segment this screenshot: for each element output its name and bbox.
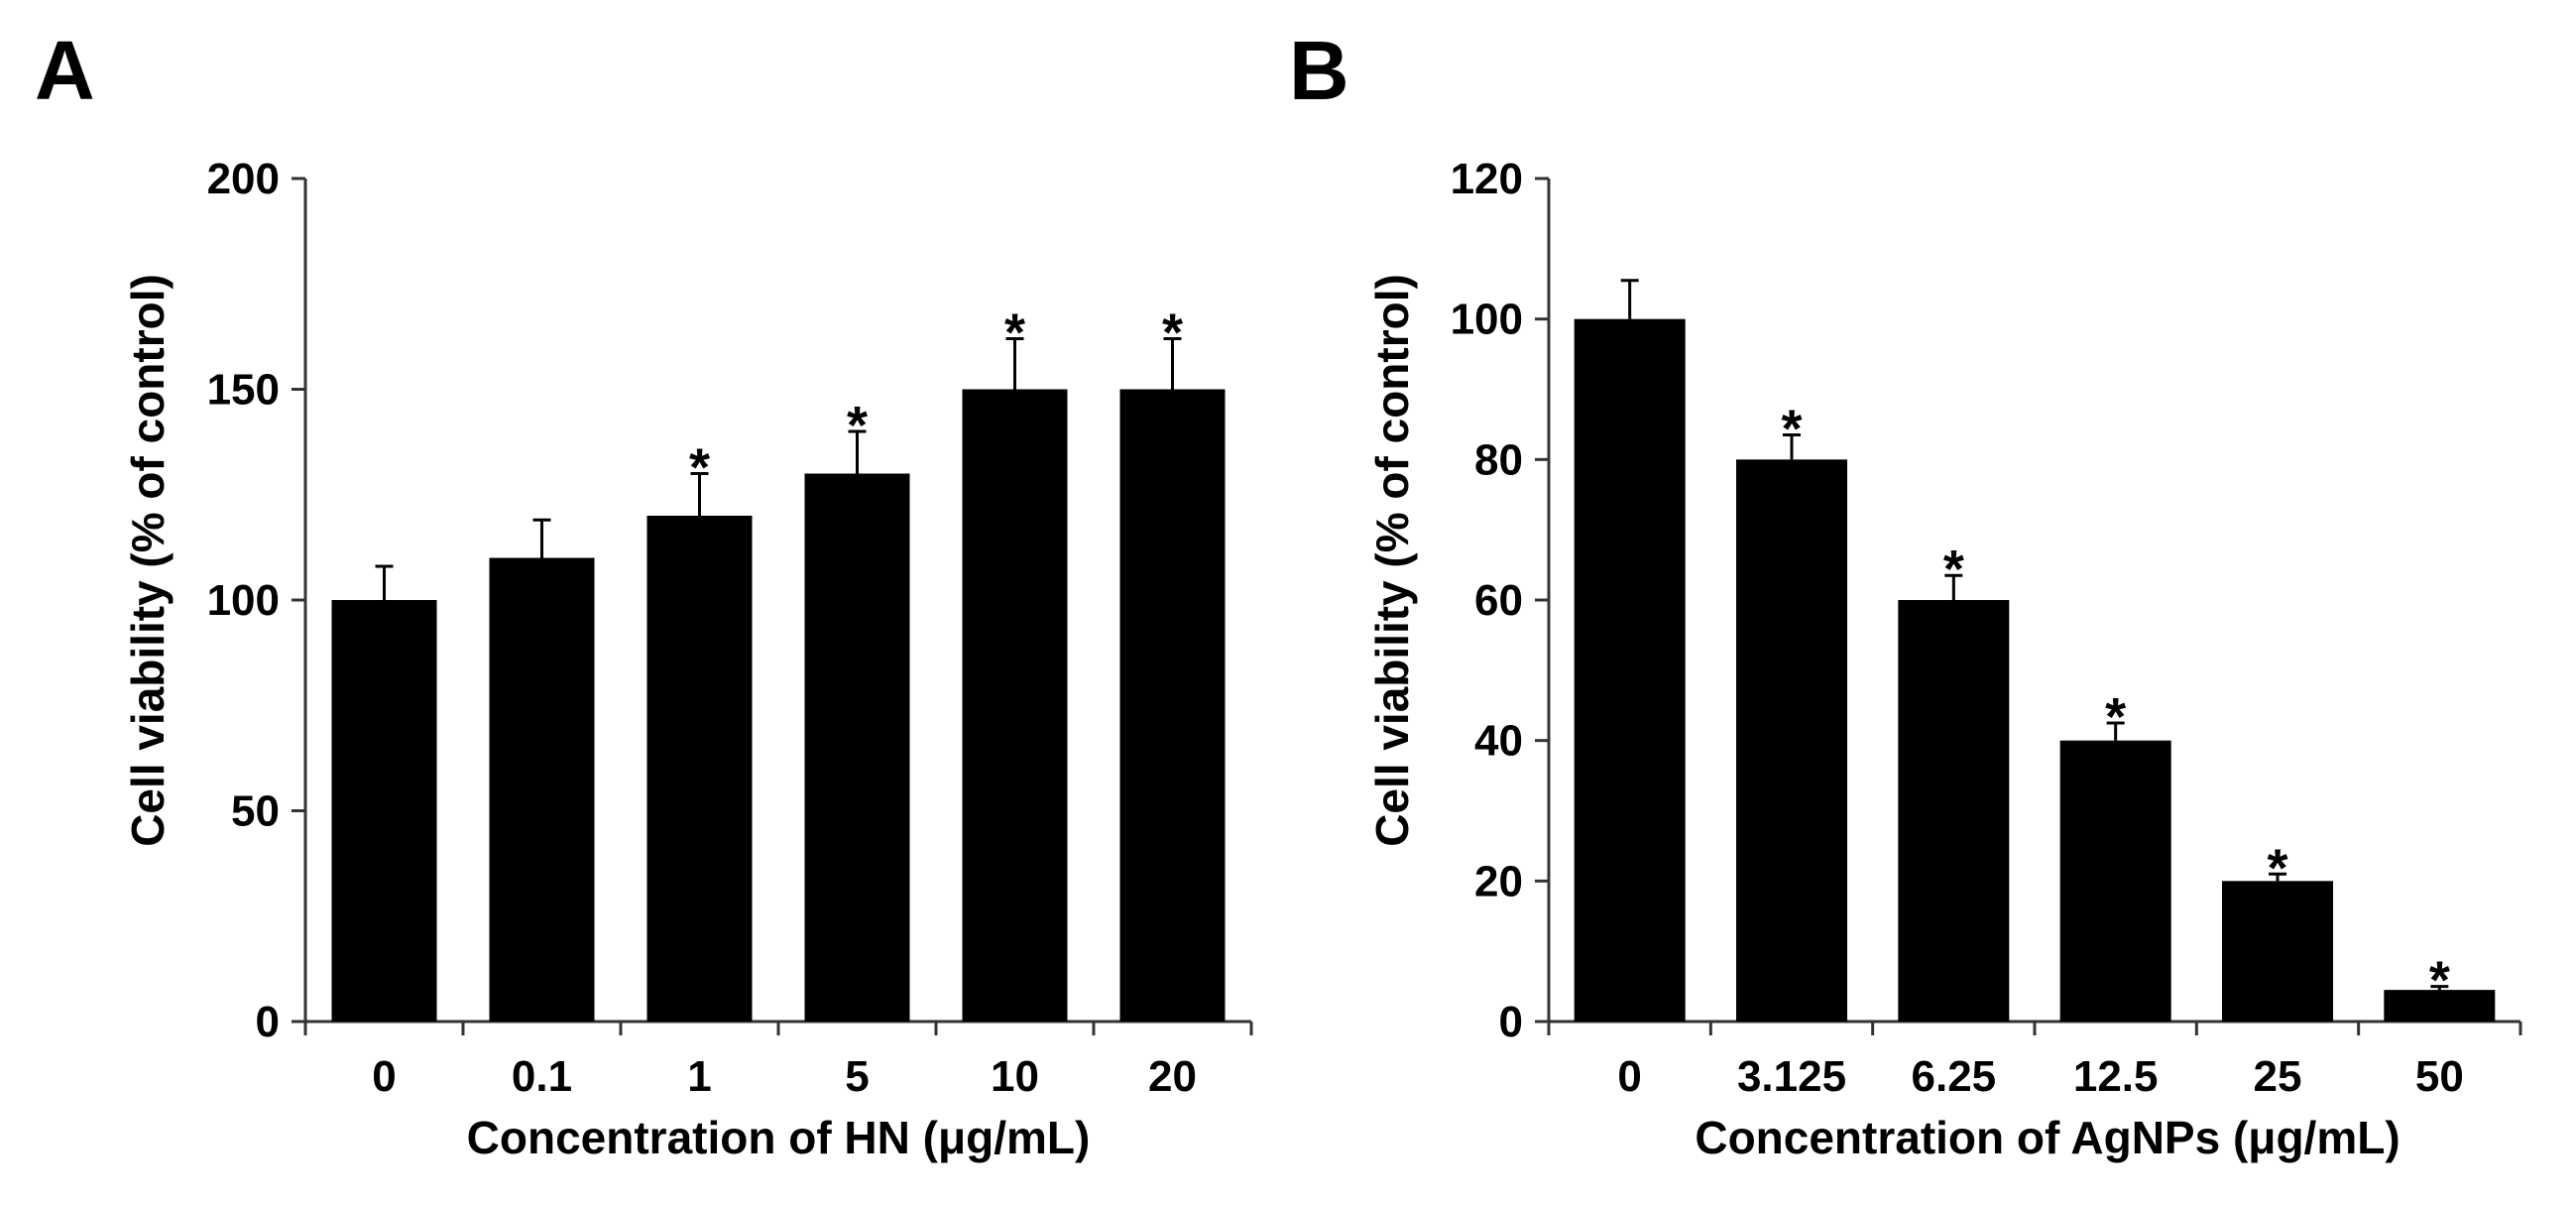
panel-b-y-tick-label: 60 — [1474, 576, 1523, 625]
panel-a-y-tick-label: 100 — [207, 576, 280, 625]
panel-a-bar — [1119, 389, 1226, 1022]
panel-b-significance-star: * — [2105, 687, 2126, 747]
panel-b-y-tick-label: 100 — [1451, 296, 1523, 344]
panel-b-x-tick-label: 12.5 — [2073, 1052, 2159, 1101]
panel-b-y-tick-label: 20 — [1474, 857, 1523, 905]
panel-b-x-tick-label: 0 — [1617, 1052, 1641, 1101]
panel-a-significance-star: * — [1162, 303, 1183, 363]
panel-a-x-tick-label: 10 — [991, 1052, 1039, 1101]
panel-b-x-tick-label: 6.25 — [1912, 1052, 1997, 1101]
panel-a-y-tick-label: 0 — [256, 998, 280, 1046]
panel-b-y-tick-label: 40 — [1474, 717, 1523, 766]
panel-a-significance-star: * — [1004, 303, 1025, 363]
panel-b-bar — [1574, 318, 1686, 1023]
panel-b-y-tick-label: 80 — [1474, 435, 1523, 484]
panel-a-x-axis-title: Concentration of HN (μg/mL) — [467, 1112, 1091, 1163]
panel-a-y-axis-title: Cell viability (% of control) — [122, 274, 174, 847]
panel-a-x-tick-label: 0.1 — [512, 1052, 572, 1101]
panel-a-y-tick-label: 200 — [207, 155, 280, 203]
panel-a: A Cell viability (% of control) Concentr… — [35, 24, 1253, 1163]
panel-b-significance-star: * — [1781, 400, 1802, 459]
panel-a-x-tick-label: 5 — [845, 1052, 869, 1101]
panel-a-significance-star: * — [689, 438, 710, 498]
panel-b-x-tick-label: 25 — [2254, 1052, 2302, 1101]
panel-a-bar — [962, 389, 1068, 1022]
panel-b-y-tick-label: 0 — [1499, 998, 1523, 1046]
panel-a-x-tick-label: 0 — [372, 1052, 396, 1101]
panel-a-y-tick-label: 150 — [207, 366, 280, 415]
panel-b-x-axis-title: Concentration of AgNPs (μg/mL) — [1695, 1112, 2400, 1163]
panel-b-bar — [1736, 459, 1847, 1022]
panel-a-letter: A — [35, 24, 95, 117]
panel-a-bar — [804, 473, 910, 1022]
panel-b-y-tick-label: 120 — [1451, 155, 1523, 203]
panel-b-x-tick-label: 50 — [2415, 1052, 2464, 1101]
panel-a-x-tick-label: 20 — [1148, 1052, 1197, 1101]
panel-b-y-axis-title: Cell viability (% of control) — [1366, 274, 1418, 847]
panel-b-significance-star: * — [2267, 838, 2287, 898]
panel-b-significance-star: * — [2429, 951, 2450, 1011]
panel-b: B Cell viability (% of control) Concentr… — [1289, 24, 2522, 1163]
panel-b-letter: B — [1289, 24, 1349, 117]
panel-b-bar — [1898, 600, 2010, 1022]
panel-a-significance-star: * — [847, 396, 868, 455]
panel-a-y-tick-label: 50 — [231, 787, 280, 836]
panel-b-x-tick-label: 3.125 — [1737, 1052, 1846, 1101]
panel-a-x-tick-label: 1 — [687, 1052, 711, 1101]
panel-b-significance-star: * — [1943, 540, 1964, 599]
panel-b-bar — [2222, 881, 2333, 1022]
panel-b-bar — [2384, 990, 2496, 1022]
panel-a-bar — [331, 600, 437, 1022]
panel-a-bar — [489, 557, 595, 1022]
panel-b-bar — [2059, 740, 2171, 1022]
panel-a-bar — [646, 516, 753, 1022]
